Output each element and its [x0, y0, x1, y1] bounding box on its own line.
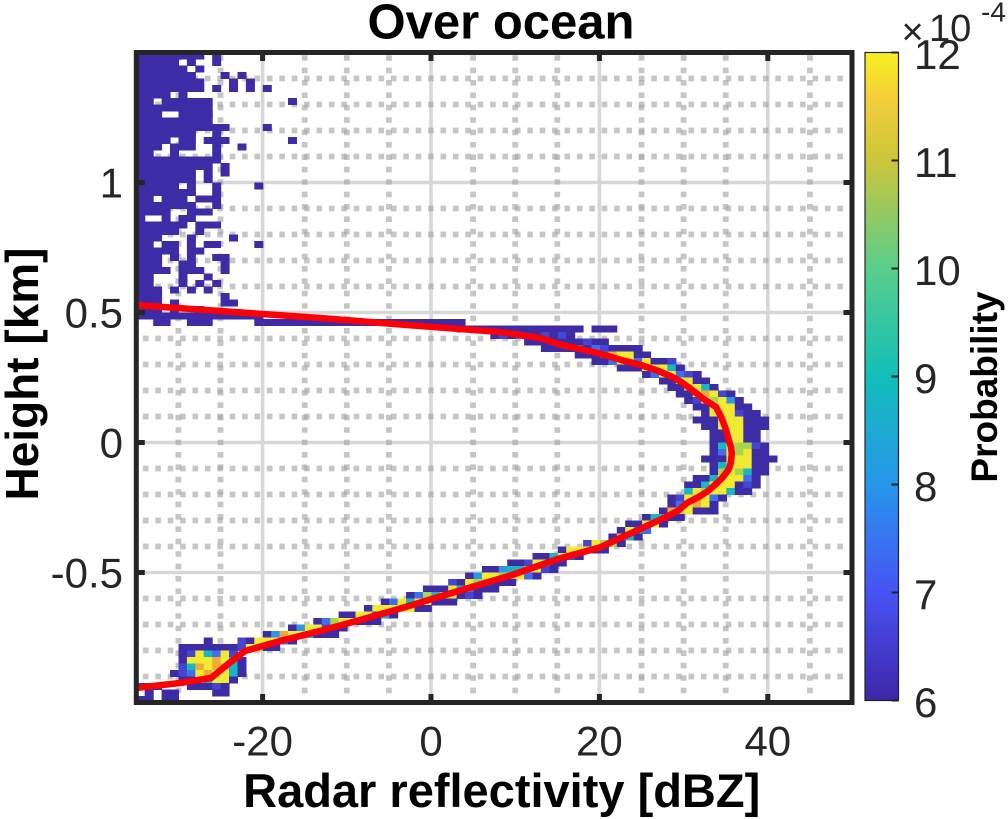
svg-text:-20: -20: [232, 718, 293, 765]
svg-text:12: 12: [914, 31, 961, 78]
svg-text:6: 6: [914, 679, 937, 726]
svg-text:Height [km]: Height [km]: [0, 248, 48, 501]
svg-text:Over ocean: Over ocean: [368, 0, 635, 49]
svg-text:0: 0: [419, 718, 442, 765]
svg-text:Probability: Probability: [964, 291, 1005, 483]
svg-text:-0.5: -0.5: [51, 549, 123, 596]
svg-text:9: 9: [914, 355, 937, 402]
svg-text:40: 40: [744, 718, 791, 765]
svg-text:10: 10: [914, 247, 961, 294]
svg-text:8: 8: [914, 463, 937, 510]
svg-text:11: 11: [914, 139, 958, 186]
svg-text:×: ×: [902, 12, 924, 54]
svg-text:0.5: 0.5: [65, 289, 123, 336]
svg-text:20: 20: [576, 718, 623, 765]
svg-text:0: 0: [100, 419, 123, 466]
svg-text:-4: -4: [981, 0, 1006, 28]
svg-text:7: 7: [914, 571, 937, 618]
svg-text:1: 1: [100, 159, 123, 206]
svg-text:Radar reflectivity [dBZ]: Radar reflectivity [dBZ]: [243, 764, 760, 817]
svg-text:10: 10: [929, 8, 971, 50]
